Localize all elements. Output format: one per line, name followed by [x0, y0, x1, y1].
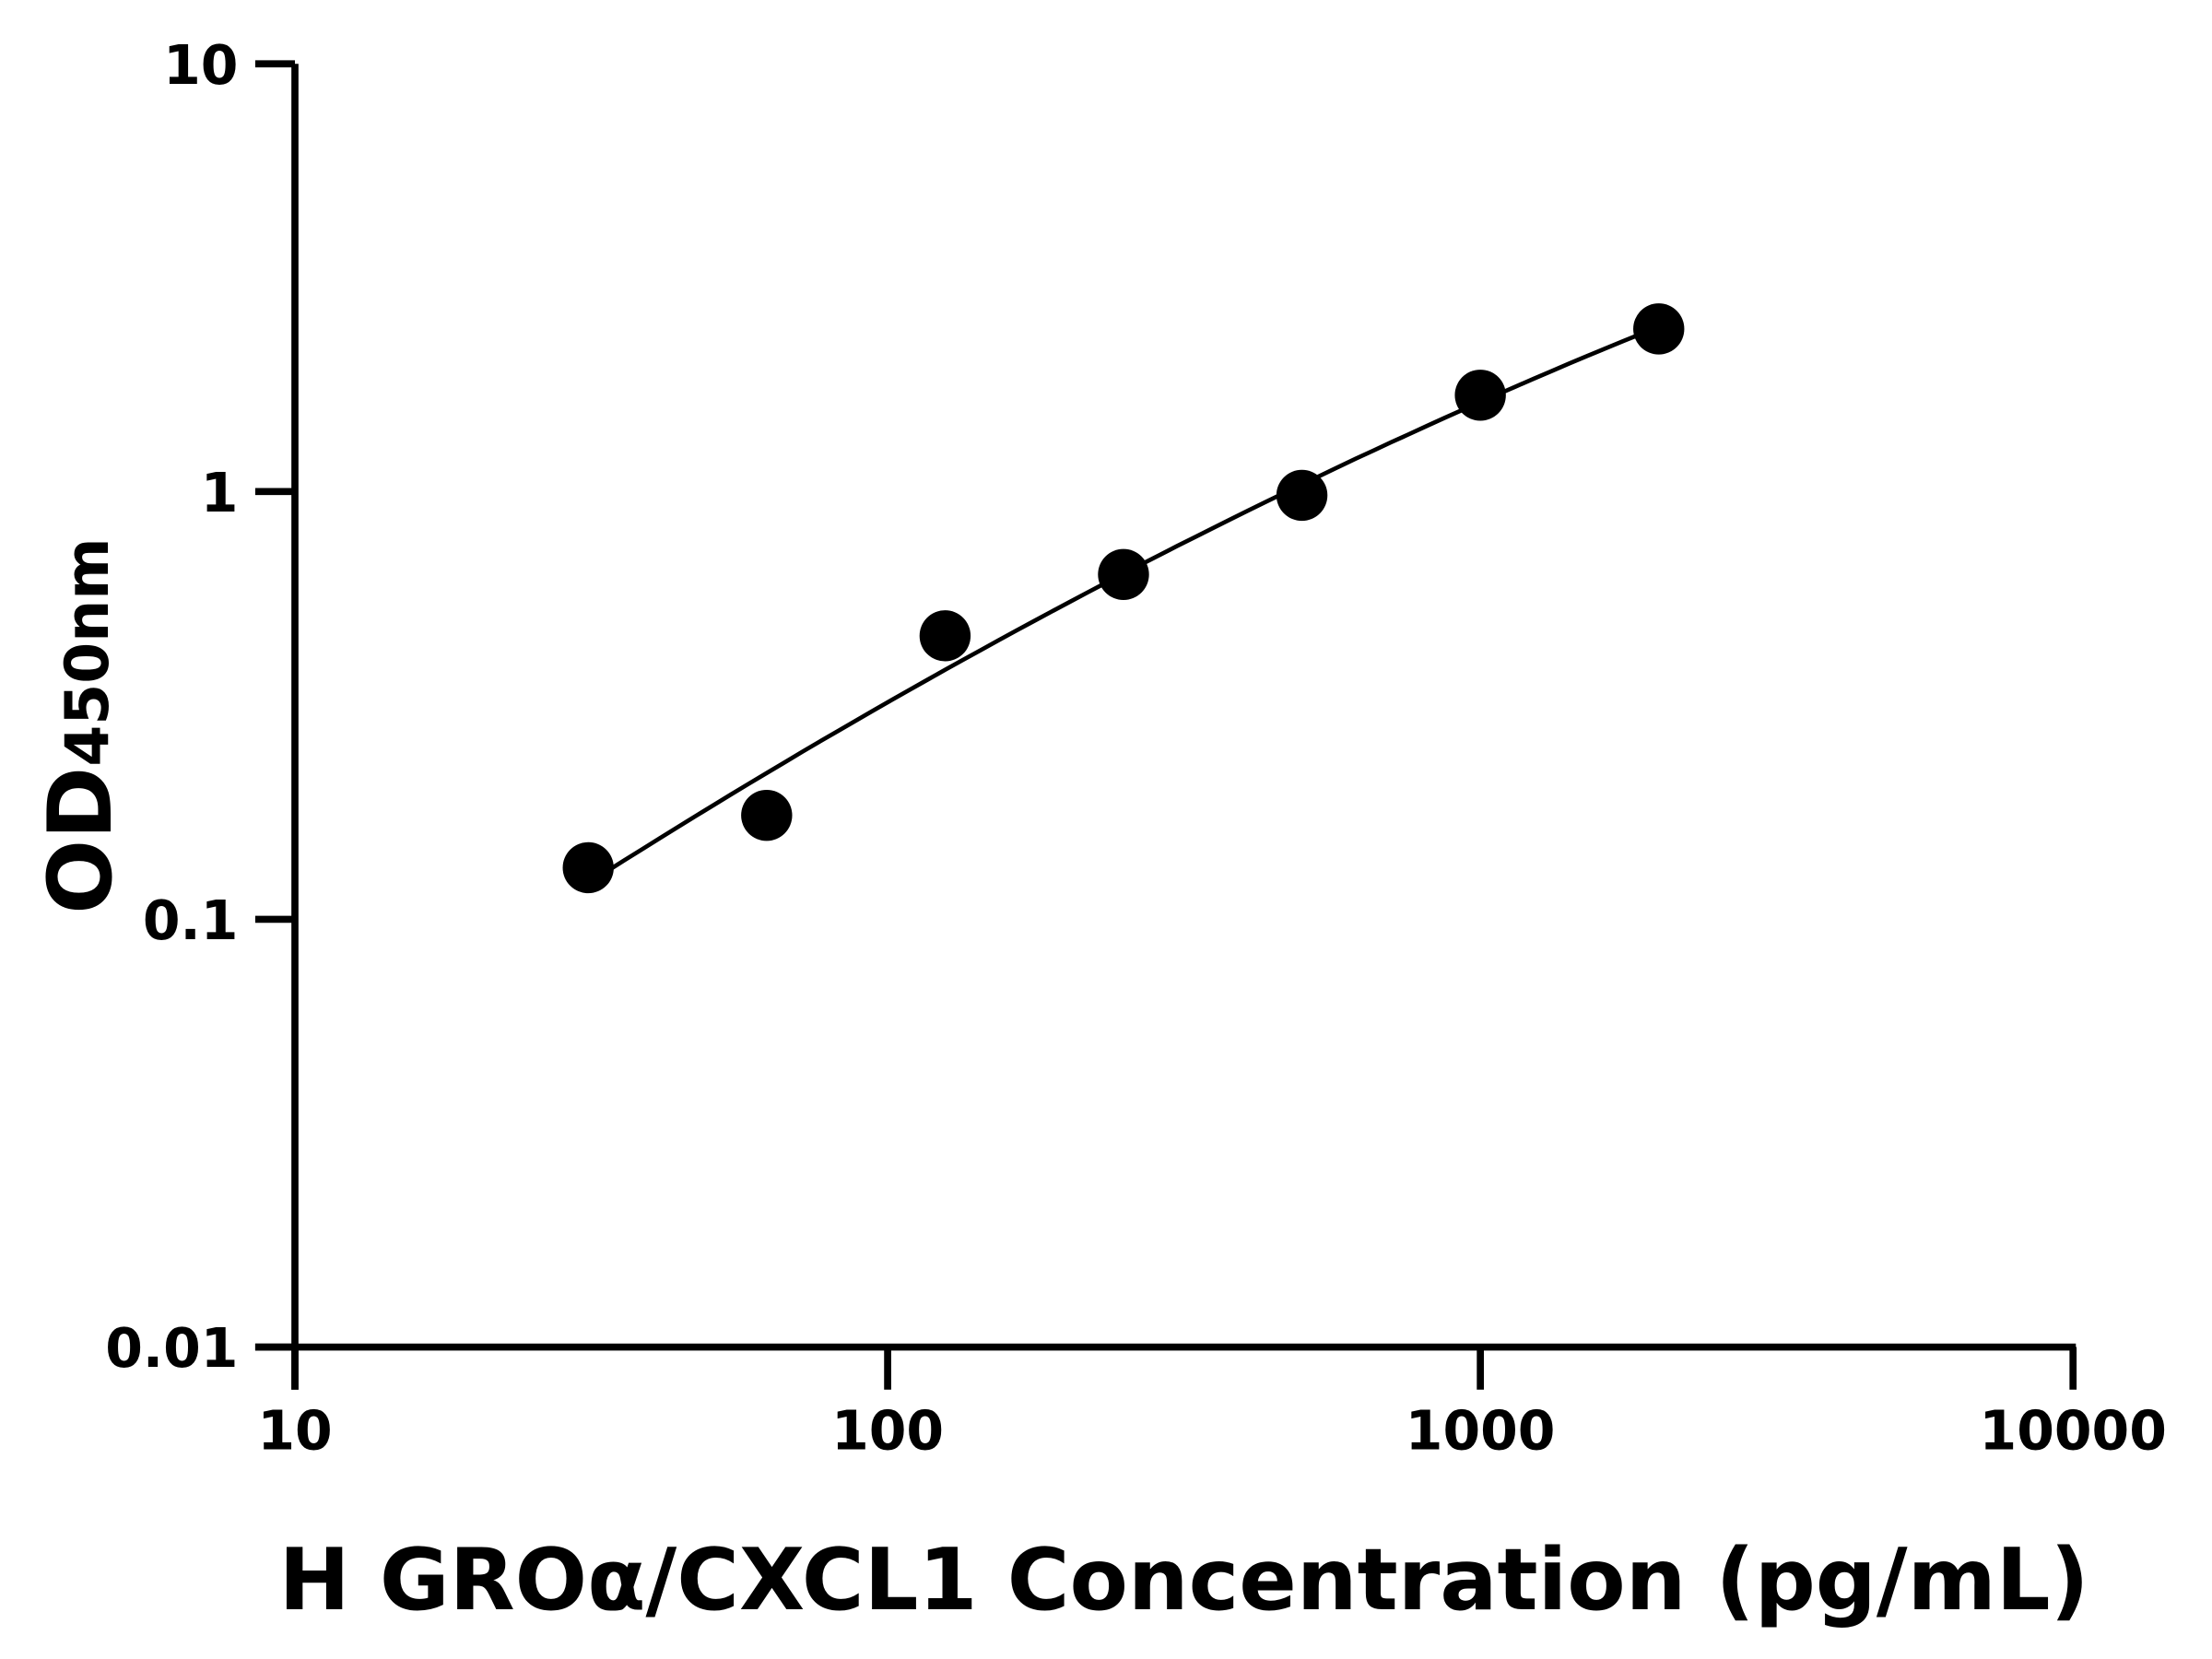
y-axis-label-sub: 450nm — [53, 537, 123, 766]
x-tick-label: 10 — [257, 1399, 332, 1462]
x-axis-label: H GROα/CXCL1 Concentration (pg/mL) — [278, 1530, 2088, 1630]
y-tick-label: 0.01 — [105, 1317, 238, 1380]
data-point — [1098, 548, 1149, 600]
y-axis-label: OD450nm — [29, 537, 132, 913]
data-point — [919, 610, 971, 662]
data-point — [562, 841, 614, 894]
y-tick-label: 0.1 — [143, 889, 239, 952]
x-tick-label: 1000 — [1406, 1399, 1556, 1462]
axes — [254, 64, 2077, 1390]
x-tick-label: 10000 — [1980, 1399, 2167, 1462]
data-point — [741, 789, 793, 841]
y-tick-label: 1 — [201, 462, 239, 524]
data-point — [1276, 469, 1328, 522]
y-tick-label: 10 — [163, 34, 238, 97]
data-point — [1633, 303, 1685, 355]
y-axis-label-main: OD — [29, 767, 132, 914]
x-tick-label: 100 — [831, 1399, 944, 1462]
data-point — [1454, 370, 1506, 421]
